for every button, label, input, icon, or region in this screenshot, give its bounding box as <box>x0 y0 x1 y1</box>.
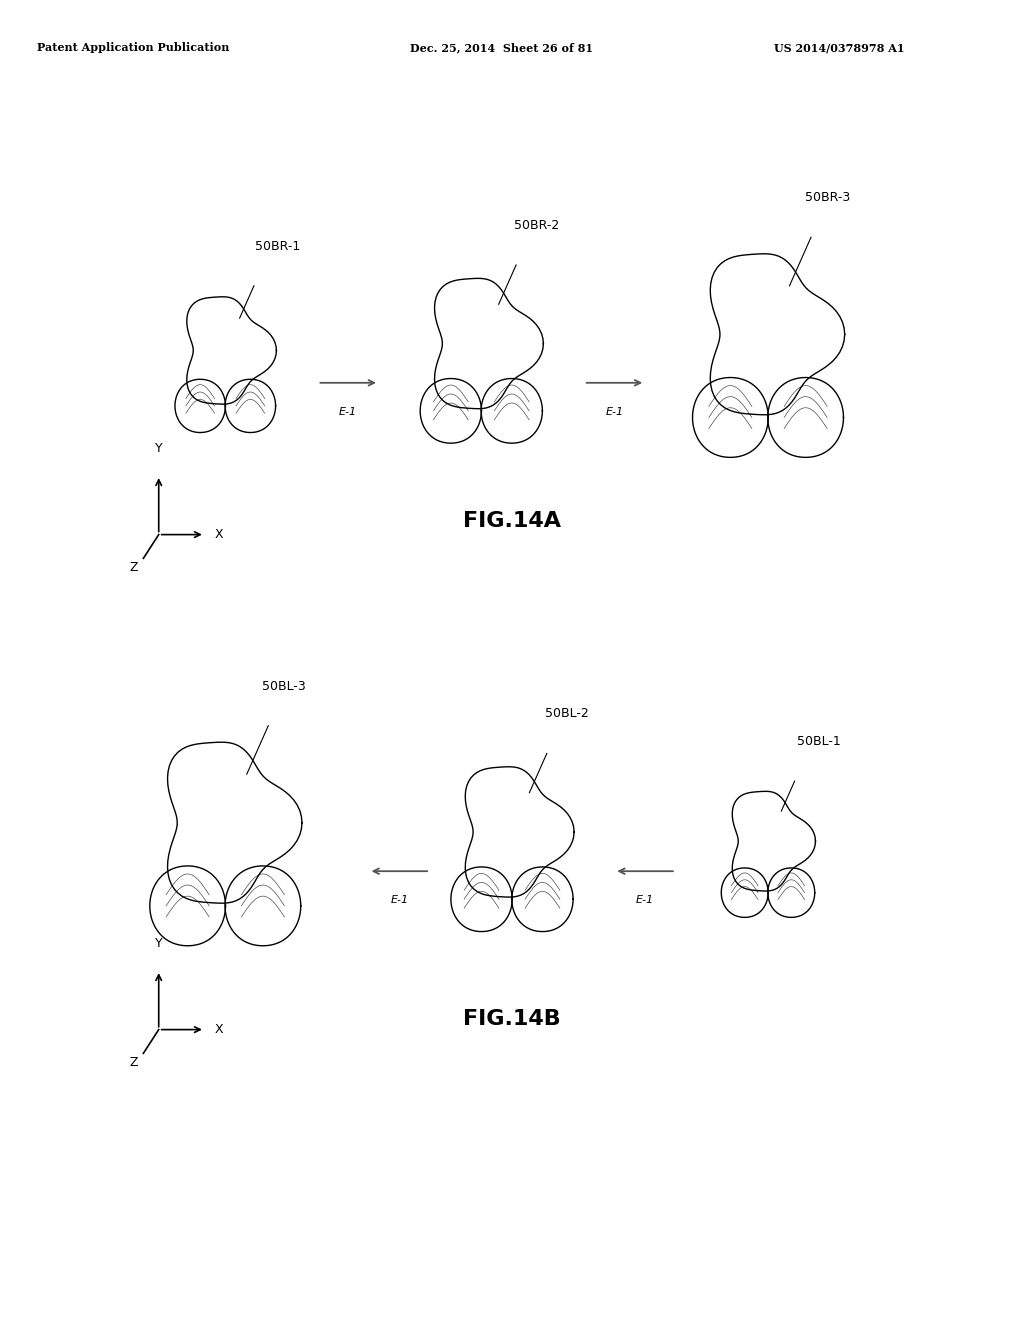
Text: Dec. 25, 2014  Sheet 26 of 81: Dec. 25, 2014 Sheet 26 of 81 <box>411 42 593 53</box>
Text: X: X <box>215 528 223 541</box>
Text: 50BR-3: 50BR-3 <box>805 191 850 205</box>
Text: E-1: E-1 <box>339 407 357 417</box>
Polygon shape <box>512 867 573 932</box>
Text: Y: Y <box>155 937 163 950</box>
Text: X: X <box>215 1023 223 1036</box>
Text: E-1: E-1 <box>636 895 654 906</box>
Polygon shape <box>225 379 275 433</box>
Text: E-1: E-1 <box>605 407 624 417</box>
Text: 50BL-1: 50BL-1 <box>797 735 841 748</box>
Polygon shape <box>465 767 574 898</box>
Text: 50BL-3: 50BL-3 <box>262 680 306 693</box>
Text: Y: Y <box>155 442 163 455</box>
Text: Patent Application Publication: Patent Application Publication <box>37 42 229 53</box>
Polygon shape <box>768 378 844 457</box>
Text: 50BR-2: 50BR-2 <box>514 219 559 232</box>
Text: 50BL-2: 50BL-2 <box>545 708 589 721</box>
Polygon shape <box>481 379 543 444</box>
Polygon shape <box>721 869 768 917</box>
Polygon shape <box>711 253 845 414</box>
Polygon shape <box>434 279 544 409</box>
Text: FIG.14A: FIG.14A <box>463 511 561 532</box>
Polygon shape <box>225 866 301 945</box>
Polygon shape <box>732 792 815 891</box>
Polygon shape <box>150 866 225 945</box>
Text: US 2014/0378978 A1: US 2014/0378978 A1 <box>774 42 905 53</box>
Polygon shape <box>168 742 302 903</box>
Polygon shape <box>420 379 481 444</box>
Polygon shape <box>175 379 225 433</box>
Text: Z: Z <box>130 561 138 574</box>
Polygon shape <box>692 378 768 457</box>
Polygon shape <box>768 869 815 917</box>
Text: E-1: E-1 <box>390 895 409 906</box>
Text: Z: Z <box>130 1056 138 1069</box>
Text: 50BR-1: 50BR-1 <box>255 240 300 253</box>
Polygon shape <box>186 297 276 404</box>
Polygon shape <box>451 867 512 932</box>
Text: FIG.14B: FIG.14B <box>463 1008 561 1030</box>
